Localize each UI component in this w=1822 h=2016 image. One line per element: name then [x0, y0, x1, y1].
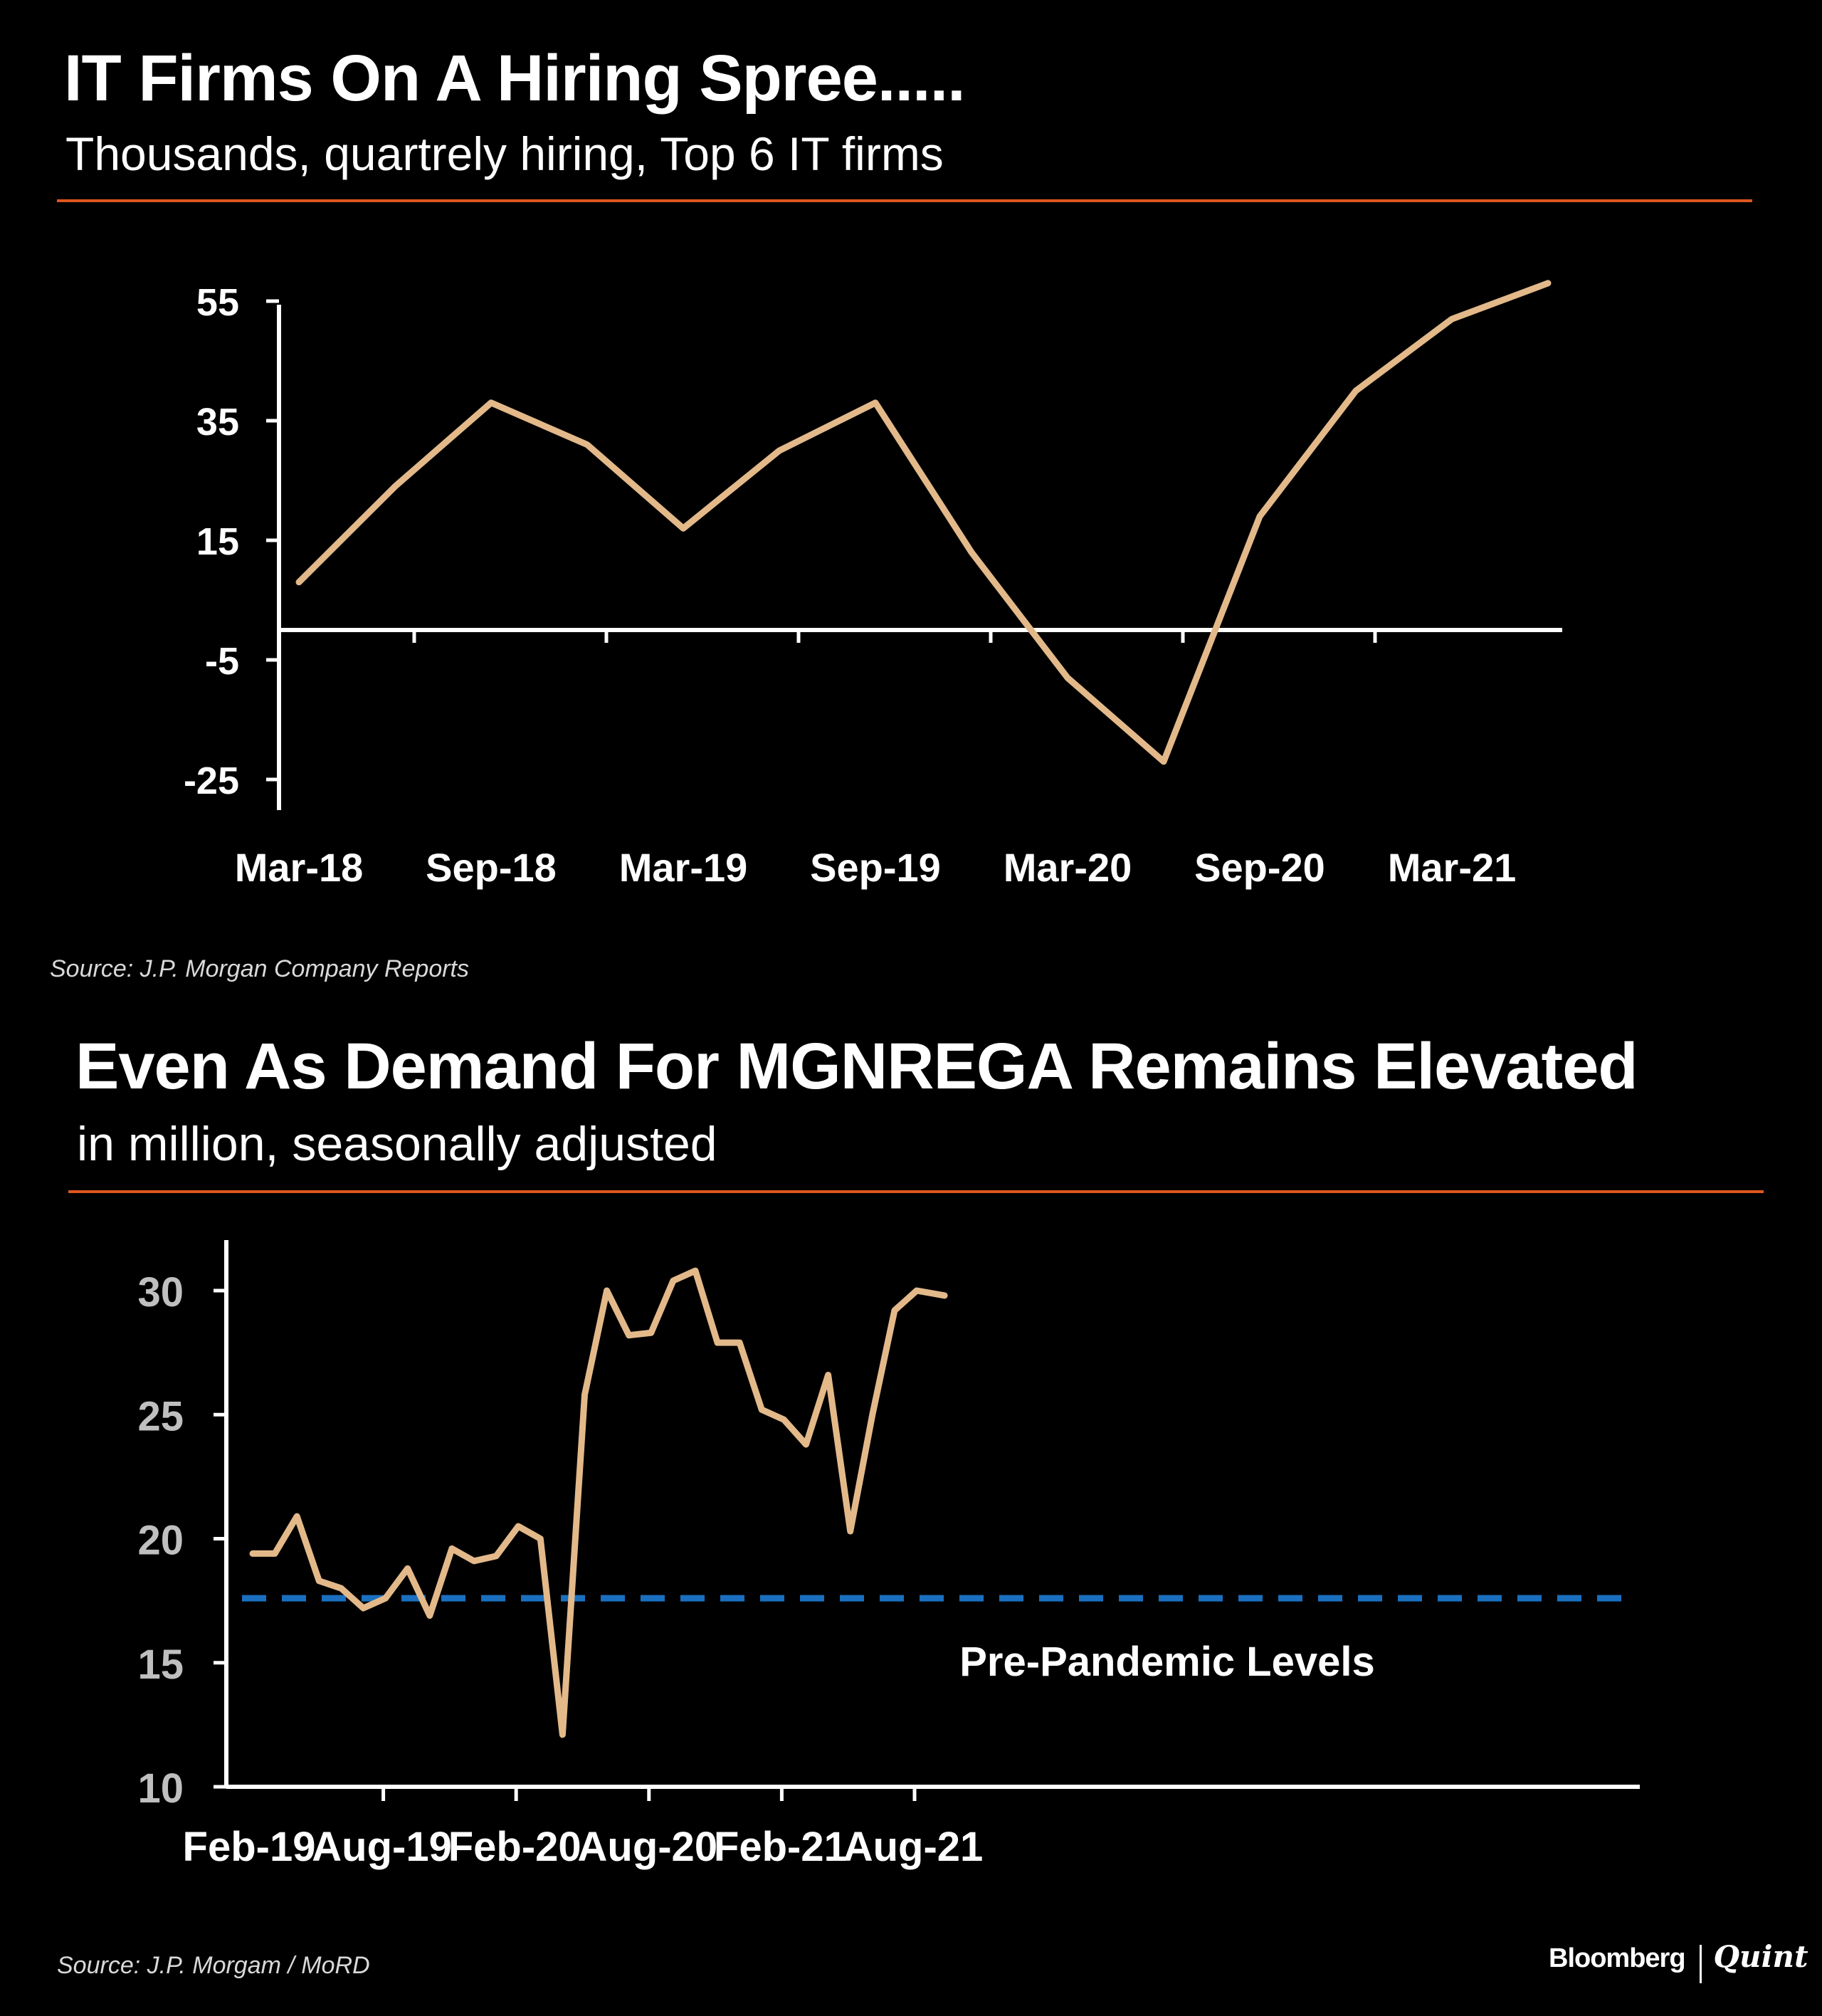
- chart2-data-point: [826, 1373, 830, 1377]
- chart1-data-point: [586, 443, 589, 446]
- chart2-data-point: [517, 1525, 520, 1528]
- chart2-title: Even As Demand For MGNREGA Remains Eleva…: [75, 1030, 1638, 1103]
- chart1-data-point: [778, 449, 781, 452]
- chart2-series-line: [249, 1267, 948, 1738]
- chart2-data-point: [428, 1614, 431, 1617]
- chart2-data-point: [406, 1567, 409, 1570]
- chart2-y-tick-label: 25: [137, 1393, 184, 1439]
- chart2-data-point: [915, 1289, 918, 1292]
- chart2-data-point: [627, 1333, 631, 1337]
- chart2-data-point: [317, 1579, 321, 1582]
- chart2-data-point: [561, 1733, 564, 1736]
- chart2-data-point: [870, 1413, 874, 1417]
- chart2-data-point: [583, 1393, 586, 1397]
- chart2-data-point: [671, 1279, 675, 1283]
- chart2-data-point: [384, 1597, 387, 1600]
- chart1-data-point: [394, 485, 396, 488]
- brand-bloomberg: Bloomberg: [1549, 1943, 1686, 1973]
- chart1-y-tick-label: 15: [196, 520, 239, 563]
- chart1-data-point: [297, 580, 300, 584]
- chart1-series-line: [295, 280, 1552, 765]
- chart1-y-tick-label: 35: [196, 401, 239, 443]
- chart2-y-tick-label: 10: [137, 1765, 184, 1812]
- chart2-data-point: [251, 1552, 254, 1555]
- chart2-subtitle: in million, seasonally adjusted: [77, 1117, 717, 1171]
- chart2-x-tick-label: Aug-20: [578, 1824, 718, 1870]
- chart2-data-point: [943, 1293, 947, 1297]
- chart2-data-point: [339, 1587, 343, 1590]
- chart1-x-tick-label: Sep-20: [1194, 845, 1325, 890]
- chart2-data-point: [495, 1554, 498, 1558]
- chart2-x-tick-label: Aug-19: [312, 1824, 452, 1870]
- chart2-data-point: [295, 1515, 299, 1518]
- chart1-x-tick-label: Mar-18: [235, 845, 364, 890]
- chart1-x-tick-label: Sep-18: [426, 845, 557, 890]
- chart2-data-point: [450, 1547, 453, 1550]
- chart1-x-tick-label: Mar-21: [1388, 845, 1517, 890]
- chart2-data-point: [782, 1418, 786, 1422]
- chart2-data-point: [362, 1607, 365, 1610]
- chart2-x-tick-label: Feb-19: [183, 1824, 316, 1870]
- chart2-data-point: [760, 1408, 764, 1412]
- brand-quint: Quint: [1713, 1939, 1808, 1974]
- chart1-data-point: [490, 401, 493, 404]
- chart2-rule: [68, 1190, 1764, 1193]
- chart2-data-point: [694, 1269, 697, 1273]
- chart1-data-point: [682, 527, 685, 530]
- chart2-data-point: [273, 1552, 277, 1555]
- chart2-data-point: [473, 1559, 475, 1563]
- chart1-data-point: [970, 550, 973, 554]
- chart2-data-point: [848, 1530, 852, 1533]
- chart2-data-point: [738, 1341, 742, 1345]
- chart1-data-point: [1162, 760, 1165, 763]
- chart2-data-point: [716, 1341, 720, 1345]
- chart1-x-tick-label: Mar-19: [619, 845, 748, 890]
- brand-logo: Bloomberg Quint: [1549, 1939, 1808, 1983]
- chart2-x-tick-label: Feb-20: [448, 1824, 581, 1870]
- chart2-reference-label: Pre-Pandemic Levels: [959, 1639, 1375, 1685]
- chart1-data-point: [1066, 676, 1069, 680]
- chart1-subtitle: Thousands, quartrely hiring, Top 6 IT fi…: [65, 127, 944, 180]
- chart2-data-point: [539, 1537, 542, 1540]
- chart2-data-point: [649, 1331, 653, 1335]
- chart1-x-tick-label: Mar-20: [1004, 845, 1132, 890]
- chart1-data-point: [1450, 317, 1453, 321]
- chart1-x-tick-label: Sep-19: [810, 845, 941, 890]
- chart1-y-tick-label: -5: [205, 640, 239, 683]
- chart1-plot: 55 35 15 -5 -25 Mar-18 Sep-18 Mar-19 Sep-19 Mar-2…: [184, 280, 1562, 890]
- chart2-x-tick-label: Feb-21: [714, 1824, 847, 1870]
- chart1-title: IT Firms On A Hiring Spree.....: [64, 42, 966, 115]
- chart1-data-point: [1258, 515, 1261, 518]
- chart1-source: Source: J.P. Morgan Company Reports: [50, 955, 469, 982]
- chart2-source: Source: J.P. Morgam / MoRD: [57, 1952, 370, 1979]
- chart1-y-tick-label: -25: [184, 760, 239, 802]
- chart2-data-point: [605, 1289, 609, 1292]
- chart1-rule: [57, 199, 1752, 202]
- chart2-y-tick-label: 30: [137, 1269, 184, 1316]
- chart1-data-point: [874, 401, 877, 404]
- chart2-y-tick-label: 20: [137, 1518, 184, 1564]
- chart2-y-tick-label: 15: [137, 1642, 184, 1688]
- chart1-y-tick-label: 55: [196, 281, 239, 324]
- chart1-data-point: [1354, 389, 1357, 392]
- chart2-data-point: [892, 1308, 896, 1312]
- chart1-data-point: [1547, 281, 1549, 285]
- brand-divider: [1700, 1944, 1702, 1983]
- chart2-x-tick-label: Aug-21: [843, 1824, 984, 1870]
- chart2-data-point: [804, 1443, 808, 1447]
